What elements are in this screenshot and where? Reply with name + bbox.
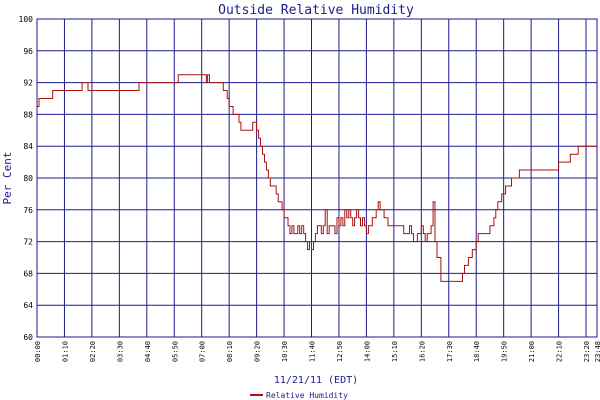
y-tick-label: 76 <box>23 206 33 215</box>
x-tick-label: 02:20 <box>89 341 97 362</box>
y-tick-label: 60 <box>23 333 33 342</box>
x-tick-label: 11:40 <box>309 341 317 362</box>
y-tick-label: 84 <box>23 142 33 151</box>
y-tick-label: 88 <box>23 110 33 119</box>
series-layer <box>37 74 598 282</box>
y-tick-label: 100 <box>19 15 34 24</box>
x-tick-label: 07:00 <box>199 341 207 362</box>
tick-label-layer: 60 64 68 72 76 80 84 88 92 96 100 00:00 01:10 02:20 03… <box>19 15 600 362</box>
x-tick-label: 12:50 <box>336 341 344 362</box>
x-axis-label: 11/21/11 (EDT) <box>274 375 358 386</box>
x-tick-label: 05:50 <box>171 341 179 362</box>
x-tick-label: 10:30 <box>281 341 289 362</box>
plot-frame <box>36 18 598 338</box>
y-tick-label: 72 <box>23 238 33 247</box>
legend-label: Relative Humidity <box>266 391 348 400</box>
x-tick-label: 17:30 <box>446 341 454 362</box>
x-tick-label: 18:40 <box>473 341 481 362</box>
x-tick-label: 03:30 <box>116 341 124 362</box>
x-tick-label: 21:00 <box>528 341 536 362</box>
x-tick-label: 23:48 <box>594 341 600 362</box>
y-tick-label: 64 <box>23 301 33 310</box>
x-tick-label: 16:20 <box>418 341 426 362</box>
y-axis-label: Per Cent <box>1 152 14 205</box>
x-tick-label: 08:10 <box>226 341 234 362</box>
y-tick-label: 96 <box>23 47 33 56</box>
series-line-relative-humidity <box>37 74 598 282</box>
y-tick-label: 68 <box>23 269 33 278</box>
x-tick-label: 09:20 <box>254 341 262 362</box>
x-tick-label: 00:00 <box>34 341 42 362</box>
x-tick-label: 15:10 <box>391 341 399 362</box>
x-tick-label: 23:20 <box>583 341 591 362</box>
x-tick-label: 19:50 <box>501 341 509 362</box>
x-tick-label: 01:10 <box>61 341 69 362</box>
x-tick-label: 14:00 <box>363 341 371 362</box>
x-tick-label: 22:10 <box>556 341 564 362</box>
y-tick-label: 80 <box>23 174 33 183</box>
chart-title: Outside Relative Humidity <box>218 3 414 18</box>
y-tick-label: 92 <box>23 79 33 88</box>
x-tick-label: 04:40 <box>144 341 152 362</box>
